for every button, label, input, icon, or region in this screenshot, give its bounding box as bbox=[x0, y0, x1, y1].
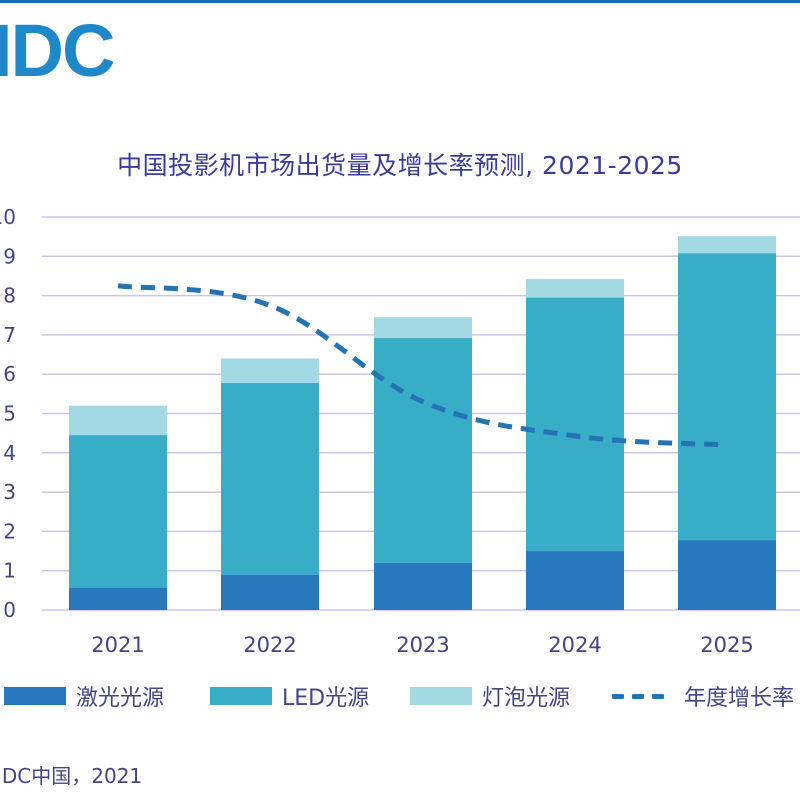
y-tick-label: 3 bbox=[3, 480, 16, 504]
x-tick-label: 2025 bbox=[700, 633, 753, 657]
y-tick-label: 7 bbox=[3, 323, 16, 347]
y-tick-label: 2 bbox=[3, 519, 16, 543]
y-tick-label: 9 bbox=[3, 244, 16, 268]
legend-label-led: LED光源 bbox=[282, 686, 370, 711]
legend-item-bulb: 灯泡光源 bbox=[410, 680, 570, 712]
idc-logo: IDC bbox=[0, 9, 115, 92]
bar-segment bbox=[526, 551, 624, 610]
legend-item-led: LED光源 bbox=[210, 680, 369, 712]
bar-segment bbox=[221, 574, 319, 610]
y-tick-label: 0 bbox=[3, 598, 16, 622]
growth-line bbox=[117, 283, 728, 448]
legend-label-bulb: 灯泡光源 bbox=[482, 686, 571, 711]
bar-segment bbox=[69, 405, 167, 436]
bar-segment bbox=[374, 317, 472, 339]
chart-legend: 激光光源 LED光源 灯泡光源 年度增长率 bbox=[0, 680, 800, 716]
x-tick-label: 2024 bbox=[548, 633, 601, 657]
y-tick-label: 10 bbox=[0, 205, 16, 229]
x-tick-label: 2021 bbox=[91, 633, 144, 657]
x-tick-label: 2023 bbox=[396, 633, 449, 657]
source-note: IDC中国，2021 bbox=[0, 764, 143, 788]
bar-segment bbox=[678, 236, 776, 254]
legend-label-laser: 激光光源 bbox=[76, 686, 165, 711]
y-tick-label: 1 bbox=[3, 559, 16, 583]
bar-segment bbox=[678, 253, 776, 541]
bar-segment bbox=[69, 435, 167, 588]
y-tick-label: 5 bbox=[3, 402, 16, 426]
top-border bbox=[0, 0, 800, 3]
y-tick-label: 4 bbox=[3, 441, 16, 465]
bar-segment bbox=[526, 297, 624, 552]
legend-swatch-led bbox=[210, 687, 272, 705]
bar-segment bbox=[69, 587, 167, 610]
legend-swatch-growth bbox=[612, 687, 674, 705]
chart-area: 0 1 2 3 4 5 6 7 8 9 10 2021 2022 2023 2024 2025 bbox=[0, 205, 800, 657]
y-tick-label: 6 bbox=[3, 362, 16, 386]
chart-title: 中国投影机市场出货量及增长率预测, 2021-2025 bbox=[117, 151, 683, 180]
legend-item-growth: 年度增长率 bbox=[612, 680, 794, 712]
bar-segment bbox=[374, 338, 472, 563]
bar-segment bbox=[374, 562, 472, 610]
y-tick-label: 8 bbox=[3, 284, 16, 308]
legend-label-growth: 年度增长率 bbox=[684, 686, 795, 711]
legend-item-laser: 激光光源 bbox=[4, 680, 164, 712]
bar-segment bbox=[221, 358, 319, 383]
bar-segment bbox=[678, 540, 776, 610]
bar-segment bbox=[526, 279, 624, 298]
x-tick-label: 2022 bbox=[243, 633, 296, 657]
legend-swatch-laser bbox=[4, 687, 66, 705]
legend-swatch-bulb bbox=[410, 687, 472, 705]
bar-segment bbox=[221, 382, 319, 575]
